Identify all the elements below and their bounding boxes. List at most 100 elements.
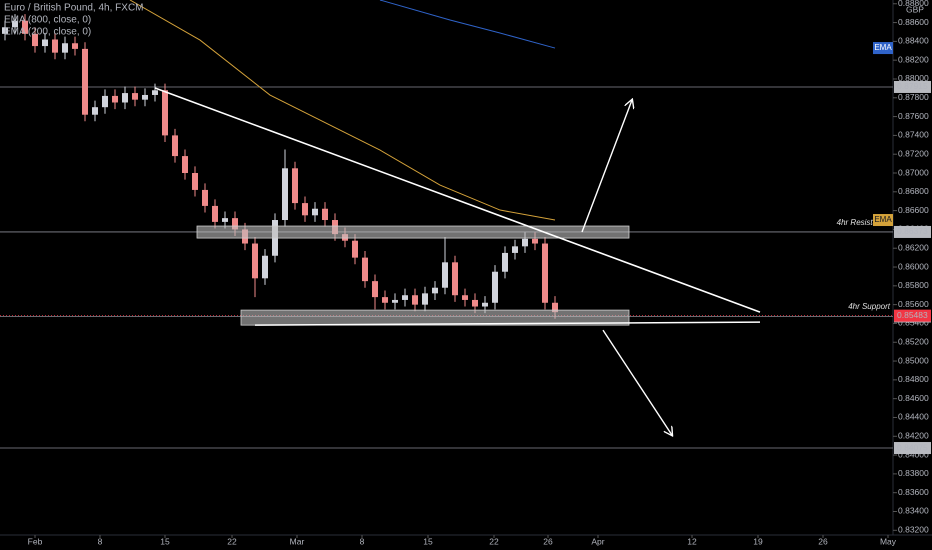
y-tick-label: 0.85400 bbox=[898, 318, 929, 328]
candle-body bbox=[252, 243, 258, 279]
level-tag-box bbox=[894, 80, 931, 93]
candle-body bbox=[472, 299, 478, 307]
zone-label: 4hr Support bbox=[848, 302, 891, 311]
candle-body bbox=[162, 90, 168, 136]
level-tag-box bbox=[894, 225, 931, 238]
y-tick-label: 0.83200 bbox=[898, 525, 929, 535]
candle-body bbox=[2, 27, 8, 34]
x-tick-label: 22 bbox=[227, 536, 237, 546]
candle-body bbox=[12, 20, 18, 28]
candle-body bbox=[62, 43, 68, 53]
ema-line bbox=[129, 0, 556, 221]
y-tick-label: 0.84200 bbox=[898, 431, 929, 441]
y-tick-label: 0.85200 bbox=[898, 336, 929, 346]
y-tick-label: 0.88800 bbox=[898, 0, 929, 8]
candle-body bbox=[372, 281, 378, 298]
ema-tag-box bbox=[873, 42, 893, 55]
level-tag: 0.84075 bbox=[897, 442, 928, 452]
y-tick-label: 0.88600 bbox=[898, 17, 929, 27]
candle-body bbox=[42, 39, 48, 47]
candle-body bbox=[492, 271, 498, 303]
arrow bbox=[602, 329, 672, 435]
y-tick-label: 0.86600 bbox=[898, 205, 929, 215]
ema-tag: EMA bbox=[874, 215, 892, 224]
y-tick-label: 0.88200 bbox=[898, 54, 929, 64]
ema-tag: EMA bbox=[874, 43, 892, 52]
candle-body bbox=[222, 218, 228, 222]
trendline bbox=[254, 321, 761, 326]
candle-body bbox=[292, 168, 298, 204]
y-tick-label: 0.88000 bbox=[898, 73, 929, 83]
candle-body bbox=[172, 135, 178, 157]
candle-body bbox=[382, 297, 388, 303]
candle-body bbox=[462, 295, 468, 300]
candle-body bbox=[142, 94, 148, 100]
candle-body bbox=[392, 299, 398, 303]
x-tick-label: 22 bbox=[489, 536, 499, 546]
x-tick-label: 8 bbox=[98, 536, 103, 546]
y-tick-label: 0.84000 bbox=[898, 449, 929, 459]
zone-label: 4hr Resistance bbox=[837, 218, 891, 227]
candle-body bbox=[452, 262, 458, 296]
x-tick-label: Mar bbox=[290, 536, 305, 546]
x-tick-label: 8 bbox=[360, 536, 365, 546]
candle-body bbox=[92, 107, 98, 115]
candle-body bbox=[72, 43, 78, 49]
zone bbox=[196, 225, 630, 239]
candle-body bbox=[502, 252, 508, 272]
x-tick-label: 15 bbox=[160, 536, 170, 546]
trendline bbox=[154, 87, 761, 313]
candle-body bbox=[282, 168, 288, 221]
x-tick-label: 26 bbox=[818, 536, 828, 546]
candle-body bbox=[532, 238, 538, 244]
candle-body bbox=[232, 218, 238, 230]
y-tick-label: 0.87200 bbox=[898, 148, 929, 158]
legend-entry: EMA (200, close, 0) bbox=[4, 27, 91, 38]
candle-body bbox=[542, 243, 548, 303]
current-price-tag: 0.85483 bbox=[897, 310, 928, 320]
ema-line bbox=[379, 0, 556, 49]
y-tick-label: 0.87400 bbox=[898, 130, 929, 140]
candle-body bbox=[322, 208, 328, 221]
arrow bbox=[581, 100, 632, 233]
level-tag: 0.86373 bbox=[897, 226, 928, 236]
candle-body bbox=[362, 257, 368, 282]
currency: GBP bbox=[906, 4, 924, 14]
x-tick-label: 19 bbox=[753, 536, 763, 546]
zone bbox=[240, 309, 630, 326]
x-tick-label: 15 bbox=[423, 536, 433, 546]
candle-body bbox=[352, 240, 358, 258]
current-price-tag-box bbox=[894, 309, 931, 322]
y-tick-label: 0.84600 bbox=[898, 393, 929, 403]
candle-body bbox=[512, 246, 518, 253]
candle-body bbox=[52, 39, 58, 53]
candle-body bbox=[552, 302, 558, 313]
x-tick-label: Feb bbox=[28, 536, 43, 546]
y-tick-label: 0.87800 bbox=[898, 92, 929, 102]
level-tag-box bbox=[894, 442, 931, 455]
candle-body bbox=[302, 203, 308, 216]
y-tick-label: 0.88400 bbox=[898, 36, 929, 46]
y-tick-label: 0.83600 bbox=[898, 487, 929, 497]
candle-body bbox=[152, 90, 158, 95]
y-tick-label: 0.83400 bbox=[898, 506, 929, 516]
candle-body bbox=[212, 205, 218, 222]
candle-body bbox=[22, 20, 28, 34]
y-tick-label: 0.86200 bbox=[898, 242, 929, 252]
candle-body bbox=[192, 173, 198, 190]
y-tick-label: 0.87600 bbox=[898, 111, 929, 121]
candle-body bbox=[422, 293, 428, 305]
y-tick-label: 0.84800 bbox=[898, 374, 929, 384]
candle-body bbox=[132, 93, 138, 100]
y-tick-label: 0.83800 bbox=[898, 468, 929, 478]
candle-body bbox=[82, 48, 88, 115]
candle-body bbox=[182, 156, 188, 174]
legend-entry: EMA (800, close, 0) bbox=[4, 15, 91, 26]
y-tick-label: 0.87000 bbox=[898, 167, 929, 177]
candle-body bbox=[102, 95, 108, 108]
candle-body bbox=[522, 238, 528, 247]
candle-body bbox=[262, 255, 268, 279]
